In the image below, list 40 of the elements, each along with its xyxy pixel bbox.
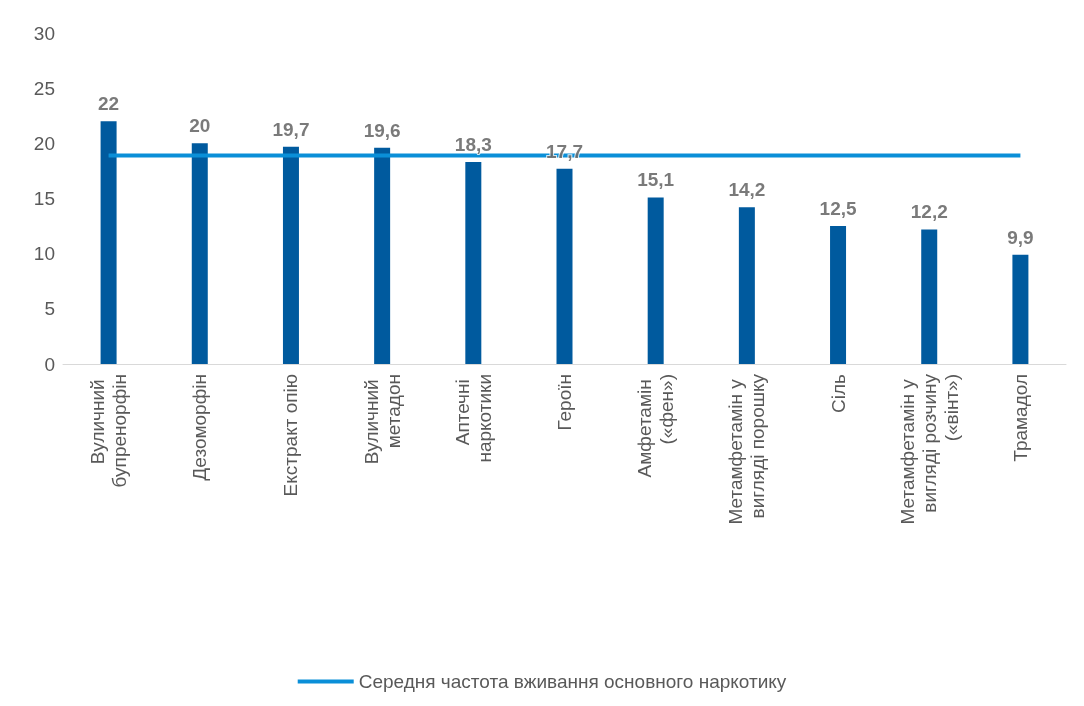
bar xyxy=(647,197,664,364)
x-tick-label: Вуличний метадон xyxy=(360,374,404,465)
data-label: 20 xyxy=(189,115,211,137)
x-tick-label: Аптечні наркотики xyxy=(451,374,495,463)
bar xyxy=(738,207,755,364)
data-label: 14,2 xyxy=(728,179,766,201)
bar xyxy=(100,121,117,364)
y-tick-label: 20 xyxy=(33,132,55,154)
y-tick-label: 0 xyxy=(44,353,55,375)
x-tick-label: Вуличний бупренорфін xyxy=(87,374,131,488)
data-label: 12,2 xyxy=(910,201,948,223)
data-label: 19,7 xyxy=(272,118,310,140)
x-tick-label: Трамадол xyxy=(1009,374,1031,462)
y-tick-label: 10 xyxy=(33,243,55,265)
data-label: 15,1 xyxy=(637,169,675,191)
x-tick-label: Амфетамін («фен») xyxy=(634,374,678,478)
bar xyxy=(282,146,299,364)
y-tick-label: 30 xyxy=(33,22,55,44)
data-label: 22 xyxy=(98,93,120,115)
bar xyxy=(556,168,573,364)
x-tick-label: Метамфетамін у вигляді розчину («вінт») xyxy=(896,373,962,525)
data-label: 18,3 xyxy=(454,134,492,156)
y-tick-label: 5 xyxy=(44,298,55,320)
data-label: 9,9 xyxy=(1007,226,1034,248)
y-tick-label: 15 xyxy=(33,188,55,209)
x-tick-label: Екстракт опію xyxy=(280,374,302,497)
bar xyxy=(191,143,208,364)
bar xyxy=(921,229,938,364)
x-tick-label: Дезоморфін xyxy=(189,374,211,481)
bar xyxy=(374,147,391,364)
x-tick-label: Сіль xyxy=(827,373,849,413)
legend-label: Середня частота вживання основного наркотику xyxy=(358,671,787,692)
data-label: 12,5 xyxy=(819,198,857,220)
data-label: 19,6 xyxy=(363,119,401,141)
bar xyxy=(1012,254,1029,364)
x-tick-label: Метамфетамін у вигляді порошку xyxy=(725,373,769,525)
bar xyxy=(830,226,847,364)
y-tick-label: 25 xyxy=(33,77,55,99)
bar xyxy=(465,162,482,364)
x-tick-label: Героїн xyxy=(554,374,575,431)
